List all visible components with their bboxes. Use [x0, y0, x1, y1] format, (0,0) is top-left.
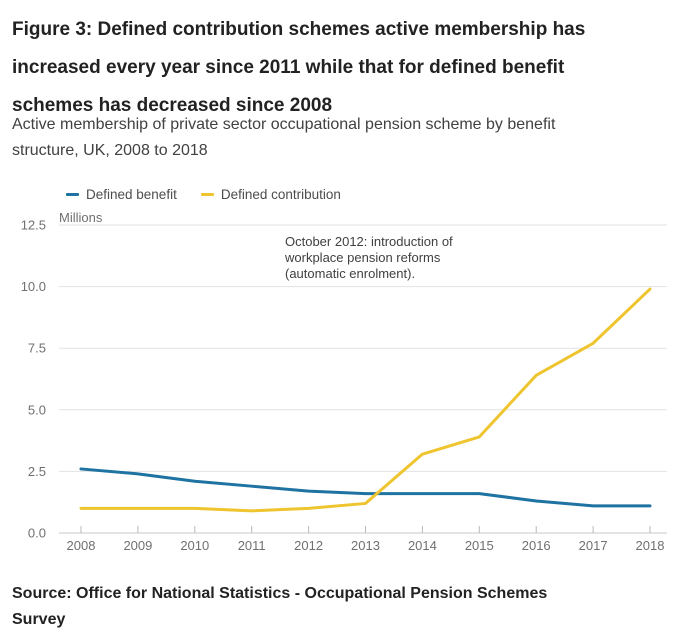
legend-label: Defined contribution: [220, 187, 341, 202]
series-line-defined-benefit: [79, 467, 652, 508]
x-tick-label: 2010: [180, 538, 209, 553]
figure-subtitle-line: structure, UK, 2008 to 2018: [12, 142, 208, 159]
defined-contribution-line-swatch-icon: [200, 193, 214, 196]
figure-subtitle-line: Active membership of private sector occu…: [12, 116, 556, 133]
source-note: Source: Office for National Statistics -…: [12, 581, 642, 633]
source-note-line: Survey: [12, 611, 66, 628]
x-tick-label: 2012: [294, 538, 323, 553]
x-tick-label: 2014: [408, 538, 437, 553]
legend-label: Defined benefit: [86, 187, 177, 202]
x-tick-label: 2008: [67, 538, 96, 553]
x-tick-label: 2013: [351, 538, 380, 553]
y-tick-label: 10.0: [21, 279, 46, 294]
annotation-line: October 2012: introduction of: [285, 234, 453, 249]
y-tick-label: 7.5: [28, 341, 46, 356]
x-tick-label: 2018: [636, 538, 665, 553]
y-tick-label: 5.0: [28, 402, 46, 417]
annotation-line: workplace pension reforms: [284, 250, 441, 265]
y-tick-label: 12.5: [21, 218, 46, 233]
x-tick-label: 2016: [522, 538, 551, 553]
chart-legend: Defined benefit Defined contribution: [66, 187, 341, 202]
y-axis-unit-label: Millions: [59, 210, 103, 225]
x-tick-label: 2011: [238, 538, 266, 553]
figure-subtitle: Active membership of private sector occu…: [12, 112, 652, 164]
line-chart: 0.0 2.5 5.0 7.5 10.0 12.5 Millions 2008 2009 2010…: [21, 210, 667, 553]
x-tick-label: 2017: [579, 538, 608, 553]
legend-item-defined-benefit: Defined benefit: [66, 187, 177, 202]
x-tick-label: 2009: [123, 538, 152, 553]
figure-title-line: Figure 3: Defined contribution schemes a…: [12, 19, 586, 40]
figure-title-line: schemes has decreased since 2008: [12, 95, 333, 116]
y-tick-label: 0.0: [28, 526, 46, 541]
annotation-line: (automatic enrolment).: [285, 266, 415, 281]
figure-title: Figure 3: Defined contribution schemes a…: [12, 11, 652, 125]
y-tick-label: 2.5: [28, 464, 46, 479]
legend-item-defined-contribution: Defined contribution: [200, 187, 341, 202]
figure-title-line: increased every year since 2011 while th…: [12, 57, 565, 78]
series-line-defined-contribution: [79, 287, 652, 513]
source-note-line: Source: Office for National Statistics -…: [12, 585, 548, 602]
x-tick-label: 2015: [465, 538, 494, 553]
defined-benefit-line-swatch-icon: [66, 193, 79, 196]
